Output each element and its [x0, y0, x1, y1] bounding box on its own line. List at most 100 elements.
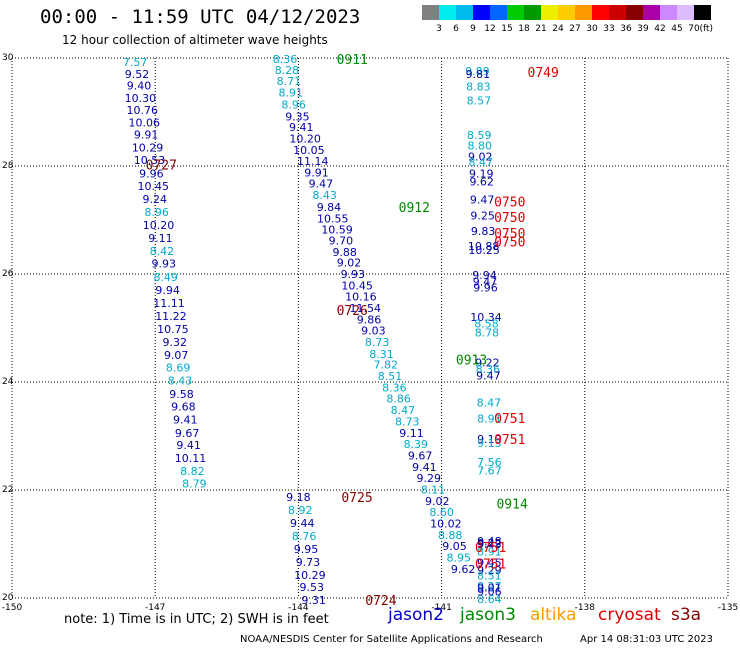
- wave-height-point: 9.62: [469, 176, 494, 189]
- pass-time-label: 0749: [528, 66, 559, 81]
- wave-height-point: 9.18: [286, 491, 311, 504]
- wave-height-point: 9.47: [470, 193, 495, 206]
- axis-ticks: 30 28 26 24 22 20-150 -147 -144 -141 -138 -135: [2, 53, 738, 613]
- wave-height-point: 8.86: [386, 393, 411, 406]
- wave-height-point: 9.94: [155, 284, 180, 297]
- wave-height-point: 8.11: [421, 483, 446, 496]
- wave-height-point: 9.86: [357, 313, 382, 326]
- wave-height-point: 8.36: [382, 381, 407, 394]
- colorbar-label: 12: [484, 24, 495, 34]
- footnote: note: 1) Time is in UTC; 2) SWH is in fe…: [64, 612, 329, 627]
- satellite-legend-s3a: s3a: [671, 605, 702, 625]
- colorbar-swatch: [643, 5, 660, 20]
- colorbar-label: 15: [501, 24, 512, 34]
- wave-height-point: 11.14: [297, 155, 329, 168]
- wave-height-point: 9.02: [468, 150, 493, 163]
- satellite-legend-jason2: jason2: [388, 605, 444, 625]
- wave-height-point: 8.96: [144, 206, 169, 219]
- colorbar-label: 33: [603, 24, 614, 34]
- satellite-legend-cryosat: cryosat: [598, 605, 661, 625]
- wave-height-point: 10.20: [143, 219, 175, 232]
- wave-height-point: 8.57: [467, 95, 492, 108]
- colorbar-swatch: [524, 5, 541, 20]
- wave-height-point: 10.53: [134, 154, 166, 167]
- wave-height-point: 11.11: [153, 297, 185, 310]
- wave-height-point: 10.29: [294, 569, 326, 582]
- wave-height-point: 9.41: [289, 121, 314, 134]
- colorbar-swatch: [575, 5, 592, 20]
- credit-line: NOAA/NESDIS Center for Satellite Applica…: [240, 634, 543, 645]
- wave-height-point: 9.01: [477, 582, 502, 595]
- y-tick-label: 26: [2, 269, 14, 279]
- wave-height-point: 8.83: [466, 81, 491, 94]
- wave-height-point: 9.91: [134, 129, 159, 142]
- wave-height-point: 8.51: [477, 569, 502, 582]
- colorbar-swatch: [439, 5, 456, 20]
- colorbar-label: 21: [535, 24, 546, 34]
- x-tick-label: -147: [145, 603, 165, 613]
- chart-title: 00:00 - 11:59 UTC 04/12/2023: [40, 6, 361, 28]
- colorbar-label: 27: [569, 24, 580, 34]
- wave-height-point: 8.91: [477, 546, 502, 559]
- pass-time-label: 0751: [494, 412, 525, 427]
- colorbar-swatch: [677, 5, 694, 20]
- wave-height-point: 10.75: [157, 323, 189, 336]
- pass-time-label: 0750: [494, 236, 525, 251]
- colorbar-label: 70: [688, 24, 700, 34]
- colorbar-swatch: [660, 5, 677, 20]
- wave-height-point: 9.41: [412, 461, 437, 474]
- colorbar: 3 6 9 12 15 18 21 24 27 30 33 36 39 42 45 70 (ft): [422, 5, 713, 34]
- wave-height-point: 9.68: [171, 400, 196, 413]
- y-tick-label: 22: [2, 485, 13, 495]
- wave-height-point: 9.03: [361, 325, 386, 338]
- pass-time-label: 0751: [494, 433, 525, 448]
- pass-time-label: 0724: [365, 594, 396, 609]
- pass-time-label: 0912: [399, 201, 430, 216]
- pass-time-label: 0913: [456, 353, 487, 368]
- satellite-legend-jason3: jason3: [460, 605, 516, 625]
- wave-height-point: 10.88: [468, 240, 500, 253]
- wave-height-point: 8.92: [288, 504, 313, 517]
- wave-height-point: 9.29: [477, 564, 502, 577]
- wave-height-point: 9.19: [469, 168, 494, 181]
- wave-height-point: 9.67: [175, 427, 200, 440]
- wave-height-point: 8.88: [438, 529, 463, 542]
- wave-height-point: 8.60: [429, 506, 454, 519]
- wave-height-point: 9.41: [173, 413, 198, 426]
- wave-height-point: 9.22: [477, 537, 502, 550]
- wave-height-point: 8.42: [150, 245, 175, 258]
- wave-height-point: 9.47: [473, 276, 498, 289]
- wave-height-point: 9.24: [142, 193, 167, 206]
- wave-height-point: 10.59: [321, 224, 353, 237]
- wave-height-point: 9.96: [473, 282, 498, 295]
- colorbar-swatch: [473, 5, 490, 20]
- wave-height-point: 10.25: [468, 244, 500, 257]
- wave-height-point: 9.06: [477, 586, 502, 599]
- wave-height-point: 9.40: [127, 80, 152, 93]
- colorbar-swatch: [626, 5, 643, 20]
- pass-time-label: 0725: [341, 491, 372, 506]
- colorbar-label: 6: [453, 24, 459, 34]
- wave-height-point: 10.45: [138, 180, 170, 193]
- y-tick-label: 24: [2, 377, 14, 387]
- wave-height-point: 8.27: [477, 580, 502, 593]
- wave-height-point: 8.73: [395, 415, 420, 428]
- wave-height-point: 8.31: [369, 348, 394, 361]
- wave-height-point: 10.45: [341, 279, 373, 292]
- wave-height-point: 10.11: [175, 452, 207, 465]
- wave-height-point: 8.80: [468, 139, 493, 152]
- wave-height-point: 9.02: [425, 495, 450, 508]
- wave-height-point: 10.29: [132, 142, 164, 155]
- wave-height-point: 9.22: [475, 357, 500, 370]
- wave-height-point: 9.44: [290, 517, 315, 530]
- wave-height-point: 8.58: [474, 318, 499, 331]
- wave-height-point: 9.43: [477, 538, 502, 551]
- colorbar-swatch: [592, 5, 609, 20]
- wave-height-point: 8.43: [312, 189, 337, 202]
- wave-height-point: 8.91: [477, 413, 502, 426]
- y-tick-label: 20: [2, 593, 14, 603]
- wave-height-point: 9.83: [471, 225, 496, 238]
- y-tick-label: 28: [2, 161, 14, 171]
- wave-height-point: 8.79: [182, 478, 207, 491]
